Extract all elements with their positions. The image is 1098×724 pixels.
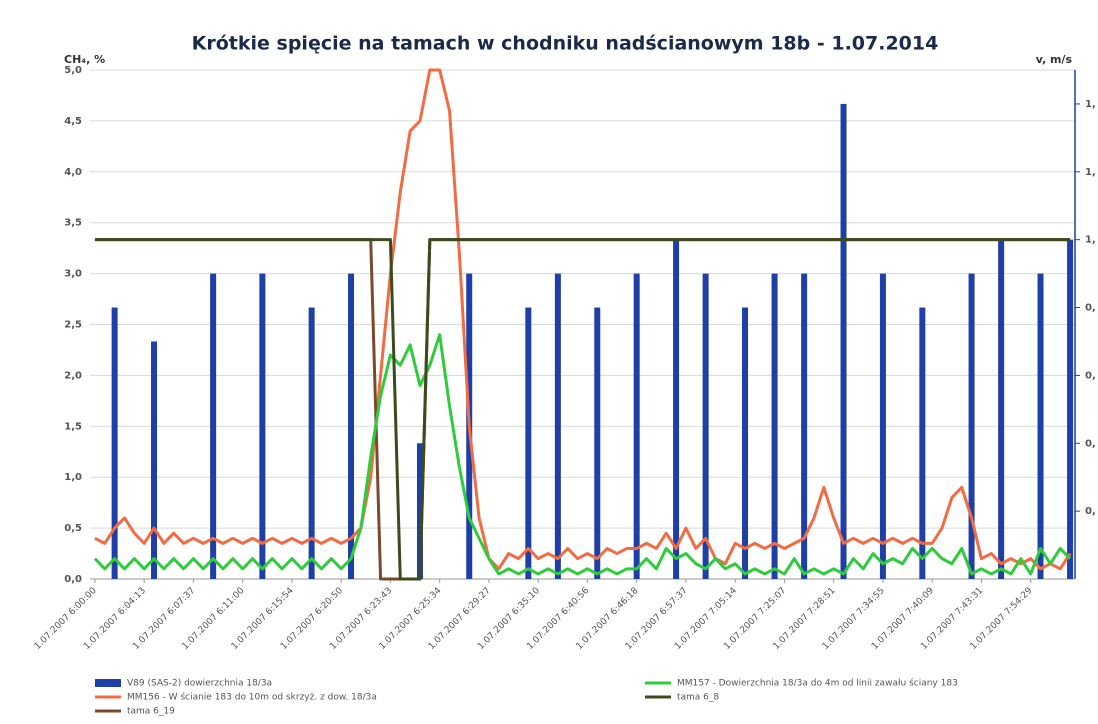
chart-title: Krótkie spięcie na tamach w chodniku nad… — [192, 33, 939, 55]
legend-label: V89 (SAS-2) dowierzchnia 18/3a — [127, 679, 272, 689]
line — [94, 68, 1072, 571]
bar — [879, 273, 886, 579]
bar — [308, 307, 315, 579]
bar — [742, 307, 749, 579]
y-tick-label: 3,0 — [64, 269, 82, 280]
y-tick-label: 3,5 — [64, 218, 82, 229]
y2-tick-label: 1, — [1085, 99, 1096, 110]
y-tick-label: 0,5 — [64, 523, 82, 534]
y-axis-title: CH₄, % — [64, 53, 105, 66]
bar — [554, 273, 561, 579]
y2-tick-label: 1, — [1085, 167, 1096, 178]
bar — [702, 273, 709, 579]
y-tick-label: 2,0 — [64, 370, 82, 381]
y-tick-label: 4,0 — [64, 167, 82, 178]
bar — [673, 239, 680, 579]
legend-label: tama 6_19 — [127, 707, 175, 717]
bar — [968, 273, 975, 579]
line — [94, 238, 1071, 581]
y-tick-label: 0,0 — [64, 574, 82, 585]
line — [93, 333, 1072, 576]
legend-label: MM157 - Dowierzchnia 18/3a do 4m od lini… — [677, 678, 958, 689]
y-tick-label: 1,5 — [64, 421, 82, 432]
bar — [594, 307, 601, 579]
bar — [348, 273, 355, 579]
bar — [111, 307, 118, 579]
bar — [919, 307, 926, 579]
bar — [633, 273, 640, 579]
bar — [998, 239, 1005, 579]
bar — [525, 307, 532, 579]
y-tick-label: 4,5 — [64, 116, 82, 127]
y-tick-label: 1,0 — [64, 472, 82, 483]
y2-tick-label: 0, — [1085, 303, 1096, 314]
y2-tick-label: 0, — [1085, 438, 1096, 449]
bar — [840, 103, 847, 579]
y2-tick-label: 1, — [1085, 235, 1096, 246]
y2-tick-label: 0, — [1085, 370, 1096, 381]
y-tick-label: 2,5 — [64, 320, 82, 331]
bar — [1067, 239, 1074, 579]
bar — [210, 273, 217, 579]
legend-label: tama 6_8 — [677, 693, 719, 703]
y2-tick-label: 0, — [1085, 506, 1096, 517]
y-tick-label: 5,0 — [64, 65, 82, 76]
bar — [416, 443, 423, 579]
bar — [259, 273, 266, 579]
bar — [801, 273, 808, 579]
bar — [151, 341, 158, 579]
legend-swatch — [95, 679, 121, 687]
bar — [771, 273, 778, 579]
bar — [1037, 273, 1044, 579]
y2-axis-title: v, m/s — [1036, 53, 1073, 66]
legend-label: MM156 - W ścianie 183 do 10m od skrzyż. … — [127, 692, 377, 703]
